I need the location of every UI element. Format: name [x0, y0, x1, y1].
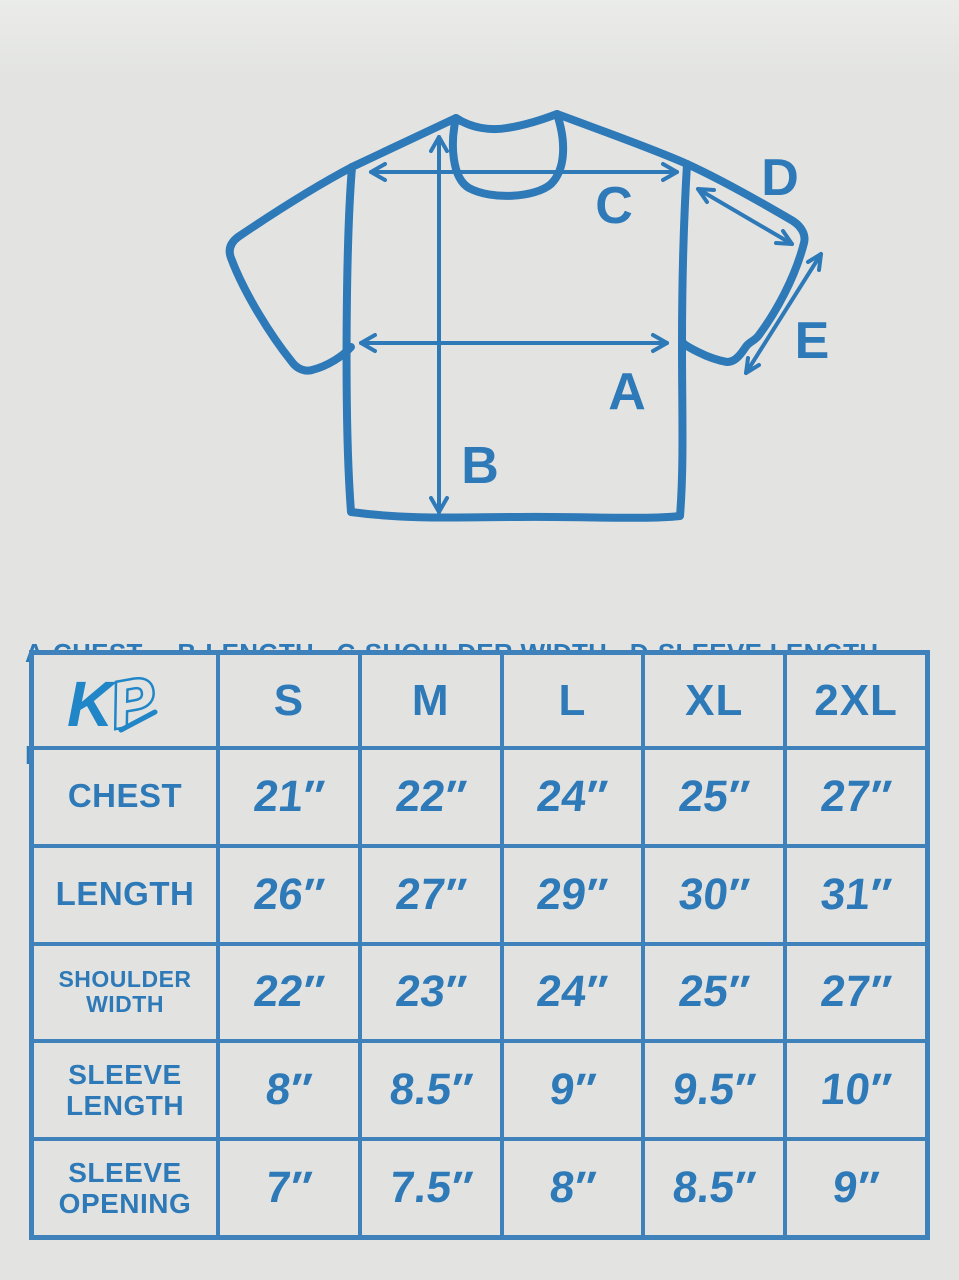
- measurement-value: 8.5″: [670, 1163, 759, 1213]
- measurement-value: 26″: [251, 869, 327, 919]
- measurement-value: 23″: [393, 967, 469, 1017]
- arrowhead: [369, 162, 387, 182]
- arrow-sleeve-length: [696, 187, 794, 246]
- size-column-header-s: S: [220, 655, 358, 746]
- tshirt-left-sleeve: [225, 163, 356, 375]
- letter-a: A: [608, 363, 646, 421]
- arrowhead: [696, 187, 716, 204]
- sleeve-length-m: 8.5″: [361, 1043, 500, 1138]
- measurement-value: 8″: [547, 1163, 598, 1213]
- sleeve-opening-m: 7.5″: [361, 1141, 500, 1235]
- logo-letter-p: P: [105, 663, 160, 741]
- tshirt-right-shoulder: [553, 110, 691, 168]
- logo-scroll-tail-icon: [118, 709, 158, 732]
- arrowhead: [661, 162, 679, 182]
- tshirt-left-shoulder: [348, 114, 460, 171]
- size-column-header-xl: XL: [645, 655, 784, 746]
- measurement-value: 24″: [534, 771, 611, 821]
- row-label-chest: CHEST: [34, 750, 216, 844]
- measurement-value: 22″: [393, 771, 469, 821]
- measurement-value: 22″: [251, 967, 327, 1017]
- sleeve-length-xl: 9.5″: [645, 1043, 784, 1138]
- length-s: 26″: [220, 847, 358, 942]
- tshirt-outline: [225, 110, 809, 522]
- measurement-value: 27″: [818, 967, 894, 1017]
- chest-m: 22″: [361, 750, 500, 844]
- chest-l: 24″: [503, 750, 642, 844]
- measurement-value: 7.5″: [387, 1163, 475, 1213]
- length-2xl: 31″: [787, 847, 925, 942]
- measurement-arrows: [359, 135, 823, 514]
- letter-d: D: [761, 149, 799, 207]
- arrowhead: [651, 333, 669, 353]
- measurement-letters: C A B D E: [461, 149, 829, 495]
- measurement-value: 25″: [676, 771, 752, 821]
- measurement-value: 9″: [547, 1065, 598, 1115]
- letter-c: C: [595, 177, 633, 235]
- chest-xl: 25″: [645, 750, 784, 844]
- arrow-sleeve-opening: [744, 252, 823, 375]
- logo-letter-k: K: [67, 668, 118, 740]
- measurement-value: 31″: [818, 869, 894, 919]
- tshirt-right-sleeve: [679, 160, 809, 366]
- row-label-length: LENGTH: [34, 847, 216, 942]
- arrowhead: [774, 229, 794, 246]
- measurement-value: 24″: [534, 967, 611, 1017]
- tshirt-measurement-diagram: C A B D E: [225, 110, 829, 522]
- measurement-value: 29″: [534, 869, 611, 919]
- arrowhead: [429, 496, 449, 514]
- tshirt-body: [342, 160, 691, 522]
- measurement-value: 8.5″: [387, 1065, 475, 1115]
- length-xl: 30″: [645, 847, 784, 942]
- measurement-value: 27″: [818, 771, 894, 821]
- shoulder-width-s: 22″: [220, 945, 358, 1040]
- letter-e: E: [795, 312, 830, 370]
- measurement-value: 9.5″: [670, 1065, 759, 1115]
- measurement-value: 21″: [251, 771, 327, 821]
- sleeve-length-l: 9″: [503, 1043, 642, 1138]
- sleeve-opening-s: 7″: [220, 1141, 358, 1235]
- sleeve-opening-xl: 8.5″: [645, 1141, 784, 1235]
- shoulder-width-m: 23″: [361, 945, 500, 1040]
- measurement-value: 7″: [263, 1163, 315, 1213]
- chest-s: 21″: [220, 750, 358, 844]
- size-column-header-l: L: [503, 655, 642, 746]
- shoulder-width-xl: 25″: [645, 945, 784, 1040]
- length-m: 27″: [361, 847, 500, 942]
- measurement-value: 30″: [676, 869, 752, 919]
- sleeve-opening-2xl: 9″: [787, 1141, 925, 1235]
- kp-logo: P K: [67, 660, 163, 741]
- measurement-value: 25″: [676, 967, 752, 1017]
- length-l: 29″: [503, 847, 642, 942]
- sleeve-length-s: 8″: [220, 1043, 358, 1138]
- shoulder-width-l: 24″: [503, 945, 642, 1040]
- chest-2xl: 27″: [787, 750, 925, 844]
- size-column-header-2xl: 2XL: [787, 655, 925, 746]
- letter-b: B: [461, 437, 499, 495]
- arrowhead: [429, 135, 449, 153]
- arrowhead: [744, 356, 761, 375]
- row-label-shoulder-width: SHOULDER WIDTH: [34, 945, 216, 1040]
- shoulder-width-2xl: 27″: [787, 945, 925, 1040]
- size-column-header-m: M: [361, 655, 500, 746]
- sleeve-length-2xl: 10″: [787, 1043, 925, 1138]
- measurement-value: 9″: [830, 1163, 882, 1213]
- brand-logo-cell: P K: [34, 655, 216, 746]
- arrowhead: [359, 333, 377, 353]
- row-label-sleeve-opening: SLEEVE OPENING: [34, 1141, 216, 1235]
- arrowhead: [806, 252, 823, 272]
- tshirt-collar: [448, 110, 568, 200]
- measurement-value: 8″: [263, 1065, 315, 1115]
- measurement-value: 10″: [818, 1065, 894, 1115]
- measurement-value: 27″: [393, 869, 469, 919]
- sleeve-opening-l: 8″: [503, 1141, 642, 1235]
- row-label-sleeve-length: SLEEVE LENGTH: [34, 1043, 216, 1138]
- size-chart-table: P K S M L XL 2XL CHEST 21″ 22″ 24″ 25″ 2…: [29, 650, 930, 1240]
